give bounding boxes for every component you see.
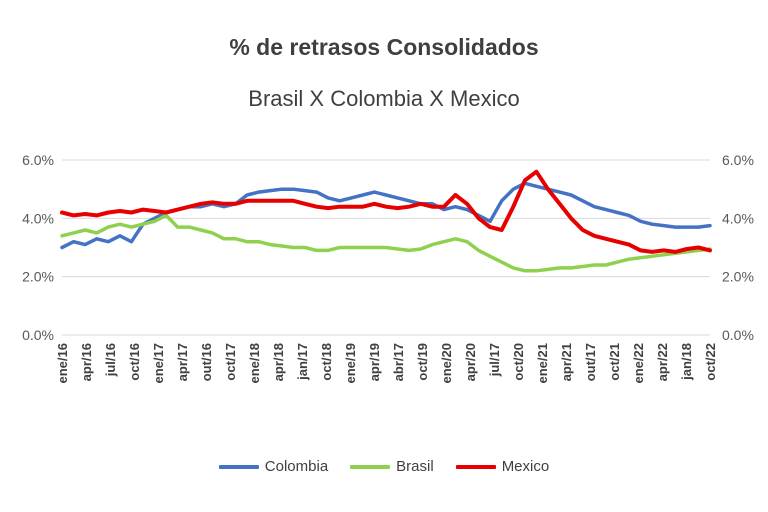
x-tick-label: out/17: [583, 343, 598, 381]
x-tick-label: apr/17: [175, 343, 190, 381]
x-tick-label: apr/19: [367, 343, 382, 381]
x-tick-label: oct/17: [223, 343, 238, 381]
x-tick-label: oct/21: [607, 343, 622, 381]
x-tick-label: abr/17: [391, 343, 406, 381]
x-tick-label: jan/17: [295, 343, 310, 381]
x-tick-label: oct/20: [511, 343, 526, 381]
x-tick-label: ene/16: [55, 343, 70, 383]
legend-swatch-mexico: [455, 464, 496, 469]
x-tick-label: ene/19: [343, 343, 358, 383]
x-tick-label: apr/20: [463, 343, 478, 381]
x-tick-label: jul/17: [487, 343, 502, 377]
x-tick-label: oct/18: [319, 343, 334, 381]
x-tick-label: apr/18: [271, 343, 286, 381]
x-tick-label: oct/22: [703, 343, 718, 381]
legend-item-colombia: Colombia: [218, 458, 329, 475]
y-tick-label-right: 0.0%: [722, 327, 754, 343]
x-tick-label: ene/17: [151, 343, 166, 383]
series-line-brasil: [60, 213, 712, 273]
y-tick-label-left: 6.0%: [22, 152, 54, 168]
x-tick-label: jul/16: [103, 343, 118, 377]
x-tick-label: oct/16: [127, 343, 142, 381]
y-tick-label-left: 4.0%: [22, 210, 54, 226]
series-line-colombia: [60, 181, 712, 250]
y-tick-label-right: 4.0%: [722, 210, 754, 226]
x-tick-label: apr/22: [655, 343, 670, 381]
legend-item-mexico: Mexico: [455, 458, 550, 475]
legend-swatch-colombia: [218, 464, 259, 469]
x-tick-label: ene/22: [631, 343, 646, 383]
legend-label-brasil: Brasil: [396, 458, 434, 475]
legend-label-mexico: Mexico: [501, 458, 550, 475]
x-tick-label: ene/18: [247, 343, 262, 383]
series-line-mexico: [60, 169, 712, 254]
legend-swatch-brasil: [350, 464, 391, 469]
x-tick-label: apr/21: [559, 343, 574, 381]
legend-item-brasil: Brasil: [350, 458, 434, 475]
x-tick-label: ene/21: [535, 343, 550, 383]
y-tick-label-left: 2.0%: [22, 269, 54, 285]
y-tick-label-left: 0.0%: [22, 327, 54, 343]
legend: Colombia Brasil Mexico: [0, 458, 768, 475]
chart-subtitle: Brasil X Colombia X Mexico: [248, 86, 520, 111]
x-tick-label: out/16: [199, 343, 214, 381]
legend-label-colombia: Colombia: [264, 458, 329, 475]
x-tick-label: oct/19: [415, 343, 430, 381]
y-tick-label-right: 2.0%: [722, 269, 754, 285]
y-tick-label-right: 6.0%: [722, 152, 754, 168]
x-tick-label: jan/18: [679, 343, 694, 381]
chart-title: % de retrasos Consolidados: [229, 34, 539, 60]
x-tick-label: ene/20: [439, 343, 454, 383]
x-tick-label: apr/16: [79, 343, 94, 381]
